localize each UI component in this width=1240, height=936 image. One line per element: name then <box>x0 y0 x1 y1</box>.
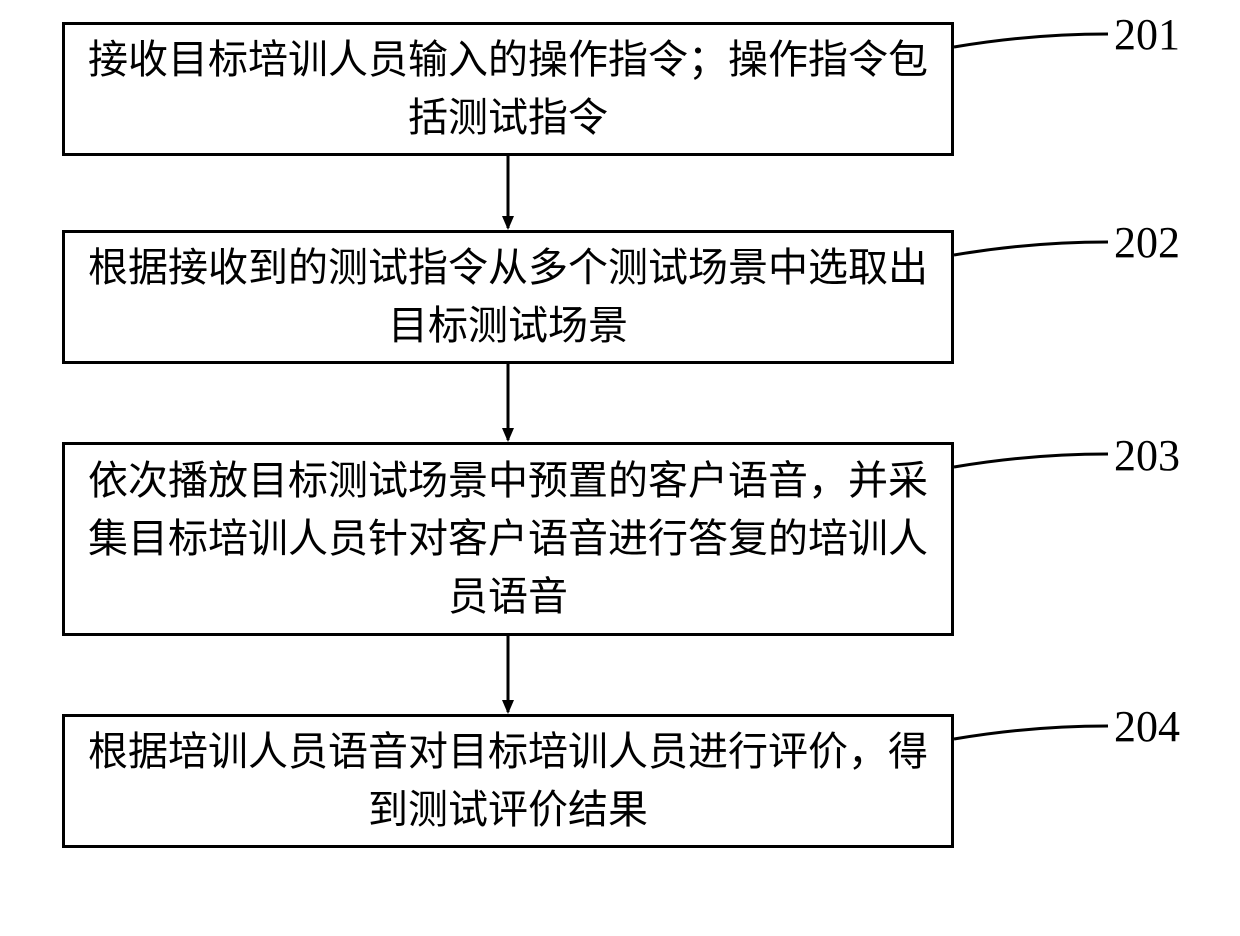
leader-202 <box>954 242 1108 255</box>
step-label-204-text: 204 <box>1114 702 1180 751</box>
step-label-202-text: 202 <box>1114 218 1180 267</box>
flow-node-1: 接收目标培训人员输入的操作指令；操作指令包括测试指令 <box>62 22 954 156</box>
leader-204 <box>954 726 1108 739</box>
flow-node-2-text: 根据接收到的测试指令从多个测试场景中选取出目标测试场景 <box>85 239 931 355</box>
step-label-201-text: 201 <box>1114 10 1180 59</box>
leader-201 <box>954 34 1108 47</box>
step-label-201: 201 <box>1114 9 1180 60</box>
flow-node-3: 依次播放目标测试场景中预置的客户语音，并采集目标培训人员针对客户语音进行答复的培… <box>62 442 954 636</box>
leader-203 <box>954 454 1108 467</box>
flow-node-1-text: 接收目标培训人员输入的操作指令；操作指令包括测试指令 <box>85 31 931 147</box>
step-label-204: 204 <box>1114 701 1180 752</box>
flow-node-4-text: 根据培训人员语音对目标培训人员进行评价，得到测试评价结果 <box>85 723 931 839</box>
flow-node-4: 根据培训人员语音对目标培训人员进行评价，得到测试评价结果 <box>62 714 954 848</box>
flow-node-2: 根据接收到的测试指令从多个测试场景中选取出目标测试场景 <box>62 230 954 364</box>
flow-node-3-text: 依次播放目标测试场景中预置的客户语音，并采集目标培训人员针对客户语音进行答复的培… <box>85 452 931 626</box>
step-label-202: 202 <box>1114 217 1180 268</box>
step-label-203-text: 203 <box>1114 431 1180 480</box>
step-label-203: 203 <box>1114 430 1180 481</box>
